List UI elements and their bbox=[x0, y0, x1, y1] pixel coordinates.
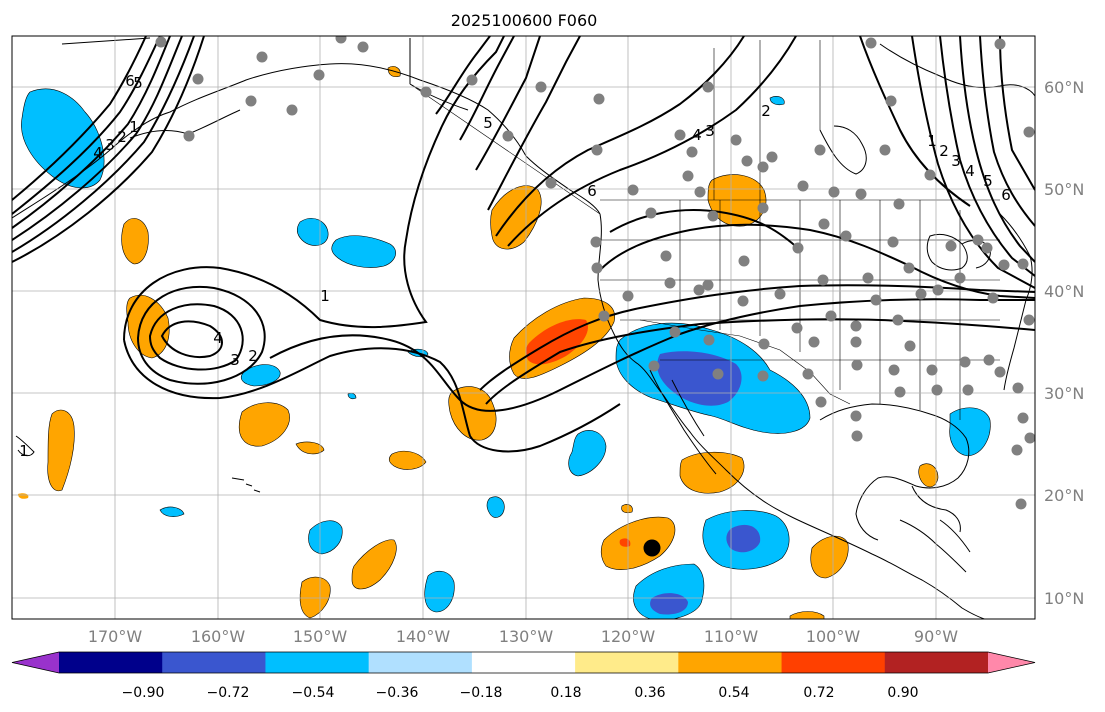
colorbar-tick-labels: −0.90 −0.72 −0.54 −0.36 −0.18 0.18 0.36 … bbox=[122, 685, 919, 701]
colorbar-segment bbox=[781, 652, 886, 673]
contour-label-group: 1 2 3 4 5 6 1 2 3 4 5 6 1 2 3 4 1 2 3 4 … bbox=[19, 72, 1011, 460]
lon-label: 150°W bbox=[293, 627, 348, 646]
colorbar-outline bbox=[11, 651, 1036, 674]
colorbar-tick-label: −0.18 bbox=[460, 685, 503, 701]
lon-label: 140°W bbox=[396, 627, 451, 646]
contour-label: 6 bbox=[1001, 186, 1011, 204]
lon-label: 100°W bbox=[806, 627, 861, 646]
lon-label: 130°W bbox=[499, 627, 554, 646]
contour-label: 4 bbox=[692, 126, 702, 144]
contour-label: 6 bbox=[587, 182, 597, 200]
colorbar-tick-label: 0.72 bbox=[803, 685, 834, 701]
negative-anomaly-shading bbox=[21, 88, 991, 619]
colorbar-tick-label: −0.72 bbox=[207, 685, 250, 701]
colorbar-segment bbox=[59, 652, 163, 673]
lat-label: 60°N bbox=[1044, 78, 1084, 97]
contour-label: 5 bbox=[983, 172, 993, 190]
station-markers bbox=[155, 36, 1035, 510]
contour-label: 2 bbox=[117, 128, 127, 146]
colorbar-segment bbox=[678, 652, 783, 673]
colorbar-tick-label: −0.36 bbox=[376, 685, 419, 701]
lon-label: 170°W bbox=[88, 627, 143, 646]
contour-label: 1 bbox=[320, 287, 330, 305]
colorbar-extend-max bbox=[988, 652, 1035, 673]
colorbar-segment bbox=[471, 652, 576, 673]
lon-label: 160°W bbox=[191, 627, 246, 646]
colorbar-segment bbox=[265, 652, 370, 673]
contour-label: 3 bbox=[705, 122, 715, 140]
storm-center-marker bbox=[643, 539, 661, 557]
contour-label: 1 bbox=[19, 442, 29, 460]
contour-label: 1 bbox=[129, 118, 139, 136]
contour-label: 2 bbox=[761, 102, 771, 120]
colorbar-tick-label: 0.54 bbox=[718, 685, 749, 701]
colorbar bbox=[11, 651, 1036, 674]
lon-label: 90°W bbox=[914, 627, 958, 646]
map-frame bbox=[12, 36, 1035, 619]
colorbar-tick-label: 0.90 bbox=[887, 685, 918, 701]
coastlines bbox=[12, 37, 1035, 619]
longitude-labels: 170°W 160°W 150°W 140°W 130°W 120°W 110°… bbox=[88, 627, 958, 646]
lat-label: 30°N bbox=[1044, 384, 1084, 403]
lat-label: 40°N bbox=[1044, 282, 1084, 301]
colorbar-tick-label: 0.18 bbox=[550, 685, 581, 701]
positive-anomaly-shading bbox=[18, 66, 939, 619]
colorbar-segment bbox=[368, 652, 473, 673]
map-title: 2025100600 F060 bbox=[451, 11, 598, 30]
contour-label: 5 bbox=[133, 74, 143, 92]
contour-label: 4 bbox=[213, 329, 223, 347]
contour-label: 1 bbox=[927, 132, 937, 150]
colorbar-tick-label: 0.36 bbox=[634, 685, 665, 701]
contour-label: 4 bbox=[93, 144, 103, 162]
colorbar-tick-label: −0.90 bbox=[122, 685, 165, 701]
lat-label: 10°N bbox=[1044, 589, 1084, 608]
contour-label: 2 bbox=[939, 142, 949, 160]
latitude-labels: 60°N 50°N 40°N 30°N 20°N 10°N bbox=[1044, 78, 1084, 608]
lon-label: 120°W bbox=[601, 627, 656, 646]
contour-label: 5 bbox=[483, 114, 493, 132]
map-border bbox=[11, 35, 1036, 620]
contour-lines bbox=[12, 36, 1035, 453]
contour-label: 3 bbox=[951, 152, 961, 170]
colorbar-segment bbox=[162, 652, 266, 673]
colorbar-extend-min bbox=[12, 652, 59, 673]
lat-label: 20°N bbox=[1044, 486, 1084, 505]
colorbar-segment bbox=[575, 652, 679, 673]
colorbar-tick-label: −0.54 bbox=[292, 685, 335, 701]
lon-label: 110°W bbox=[704, 627, 759, 646]
contour-label: 6 bbox=[125, 72, 135, 90]
contour-label: 2 bbox=[248, 347, 258, 365]
contour-label: 4 bbox=[965, 162, 975, 180]
colorbar-segment bbox=[884, 652, 989, 673]
contour-label: 3 bbox=[230, 351, 240, 369]
contour-label: 3 bbox=[105, 136, 115, 154]
lat-label: 50°N bbox=[1044, 180, 1084, 199]
graticule bbox=[12, 36, 1035, 619]
